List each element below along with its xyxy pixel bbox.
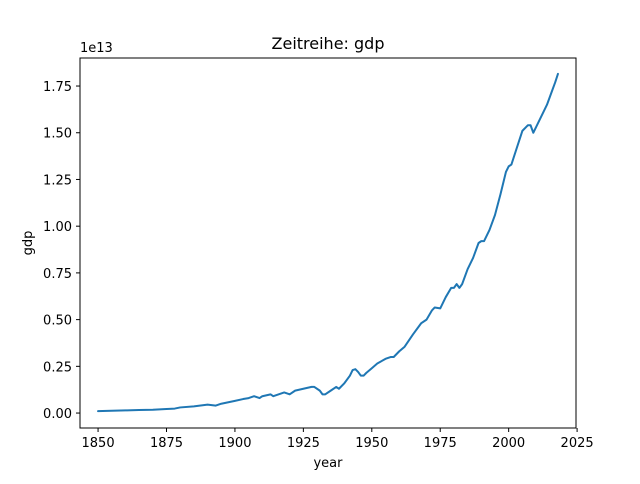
x-tick-label: 1975 (424, 436, 457, 451)
x-tick-label: 1850 (82, 436, 115, 451)
x-axis-ticks: 1850 1875 1900 1925 1950 1975 2000 2025 (82, 428, 594, 451)
x-tick-label: 2000 (492, 436, 525, 451)
y-tick-label: 1.75 (43, 80, 72, 95)
y-tick-label: 1.25 (43, 173, 72, 188)
gdp-series-line (97, 72, 559, 413)
plot-series (97, 72, 559, 413)
x-tick-label: 1925 (287, 436, 320, 451)
y-tick-label: 0.00 (43, 407, 72, 422)
y-tick-label: 1.00 (43, 220, 72, 235)
y-tick-label: 0.75 (43, 267, 72, 282)
x-tick-label: 1950 (355, 436, 388, 451)
axes-frame (79, 57, 577, 429)
y-axis-ticks: 0.00 0.25 0.50 0.75 1.00 1.25 1.50 1.75 (43, 80, 80, 422)
x-axis-label: year (313, 456, 343, 471)
x-tick-label: 1900 (218, 436, 251, 451)
y-tick-label: 1.50 (43, 127, 72, 142)
chart-title: Zeitreihe: gdp (272, 34, 385, 53)
y-tick-label: 0.50 (43, 314, 72, 329)
x-tick-label: 1875 (150, 436, 183, 451)
y-offset-label: 1e13 (80, 41, 113, 56)
y-axis-label: gdp (21, 231, 36, 256)
y-tick-label: 0.25 (43, 360, 72, 375)
x-tick-label: 2025 (561, 436, 594, 451)
